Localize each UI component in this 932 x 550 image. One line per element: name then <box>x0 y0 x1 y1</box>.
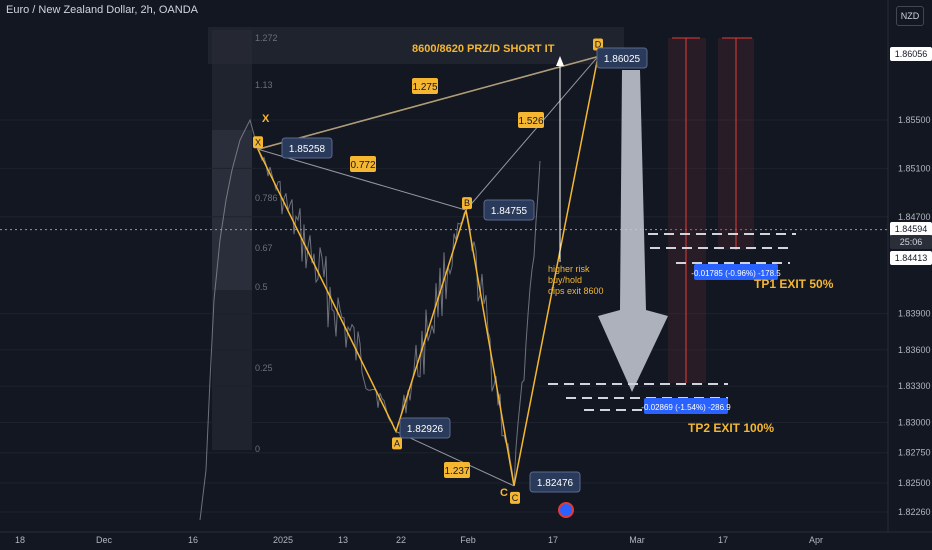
currency-button[interactable]: NZD <box>896 6 924 26</box>
pattern-point-badge <box>593 38 603 51</box>
pattern-price-box <box>529 471 581 493</box>
up-arrow-head <box>556 56 564 66</box>
price-series <box>199 118 541 521</box>
fib-level-label: 1.13 <box>255 80 273 90</box>
pattern-price-box <box>483 199 535 221</box>
fib-ratio-label: 1.275 <box>412 82 437 93</box>
symbol-title[interactable]: Euro / New Zealand Dollar, 2h, OANDA <box>6 4 198 16</box>
down-arrow <box>598 70 668 392</box>
pattern-point-badge <box>392 437 402 450</box>
price-tick: 1.83300 <box>898 381 931 391</box>
tp1-label: TP1 EXIT 50% <box>754 277 834 291</box>
pattern-price-label: 1.82476 <box>537 478 574 489</box>
price-tick: 1.82750 <box>898 448 931 458</box>
strategy-note: higher risk <box>548 264 590 274</box>
price-tick: 1.82500 <box>898 478 931 488</box>
time-tick: 2025 <box>273 535 293 545</box>
pattern-point-badge <box>253 136 263 149</box>
fib-level-label: 1.272 <box>255 33 278 43</box>
pattern-point-badge <box>462 197 472 210</box>
strategy-note: buy/hold <box>548 275 582 285</box>
price-tick: 1.83000 <box>898 417 931 427</box>
pattern-price-box <box>596 47 648 69</box>
price-tick: 1.85500 <box>898 115 931 125</box>
time-tick: 18 <box>15 535 25 545</box>
pattern-point-letter: D <box>595 39 602 49</box>
fib-level-label: 0.5 <box>255 282 268 292</box>
tp2-label: TP2 EXIT 100% <box>688 421 774 435</box>
fib-box-zone <box>212 130 252 290</box>
prz-zone <box>208 27 624 64</box>
tp-zone-1 <box>668 38 706 383</box>
time-tick: Apr <box>809 535 823 545</box>
tp1-result-box <box>694 264 778 280</box>
fib-ratio-badge <box>350 156 376 172</box>
pattern-point-letter: C <box>512 493 519 503</box>
fib-ratio-label: 1.526 <box>518 116 543 127</box>
price-tick: 1.82260 <box>898 507 931 517</box>
price-tag <box>890 235 932 249</box>
fib-ratio-badge <box>518 112 544 128</box>
time-tick: Dec <box>96 535 113 545</box>
pattern-price-label: 1.85258 <box>289 144 326 155</box>
x-extra-label: X <box>262 113 270 125</box>
tp2-result-text: -0.02869 (-1.54%) -286.9 <box>641 403 731 412</box>
price-tick: 1.83900 <box>898 309 931 319</box>
time-tick: Mar <box>629 535 645 545</box>
pattern-point-letter: B <box>464 198 470 208</box>
price-tick: 1.83600 <box>898 345 931 355</box>
c-extra-label: C <box>500 487 508 499</box>
time-tick: 13 <box>338 535 348 545</box>
pattern-price-label: 1.84755 <box>491 206 528 217</box>
price-tag <box>890 222 932 236</box>
xd-leg <box>257 55 599 150</box>
fib-ratio-badge <box>444 462 470 478</box>
bd-leg <box>465 56 599 211</box>
price-tag-label: 1.84413 <box>895 253 928 263</box>
fib-level-label: 0.786 <box>255 193 278 203</box>
pattern-point-badge <box>510 491 520 504</box>
price-tag <box>890 251 932 265</box>
price-tick: 1.85100 <box>898 163 931 173</box>
fib-ratio-label: 0.772 <box>350 160 375 171</box>
ac-leg <box>395 430 515 487</box>
fib-ratio-badge <box>412 78 438 94</box>
price-tick: 1.84700 <box>898 212 931 222</box>
pattern-price-label: 1.82926 <box>407 424 444 435</box>
strategy-note: dips exit 8600 <box>548 286 604 296</box>
prz-annotation: 8600/8620 PRZ/D SHORT IT <box>412 43 555 55</box>
price-tag-label: 25:06 <box>900 237 923 247</box>
fib-level-label: 0.67 <box>255 243 273 253</box>
time-tick: 22 <box>396 535 406 545</box>
time-tick: Feb <box>460 535 476 545</box>
time-tick: 17 <box>548 535 558 545</box>
pattern-price-box <box>399 417 451 439</box>
price-tag <box>890 47 932 61</box>
tp2-result-box <box>644 398 728 414</box>
tp1-result-text: -0.01785 (-0.96%) -178.5 <box>691 269 781 278</box>
price-tag-label: 1.86056 <box>895 49 928 59</box>
fib-level-label: 0.25 <box>255 363 273 373</box>
pattern-price-label: 1.86025 <box>604 54 641 65</box>
pattern-price-box <box>281 137 333 159</box>
price-tag-label: 1.84594 <box>895 224 928 234</box>
pattern-point-letter: X <box>255 137 261 147</box>
xb-leg <box>257 148 467 211</box>
fib-ratio-label: 1.237 <box>444 466 469 477</box>
fib-level-label: 0 <box>255 444 260 454</box>
time-tick: 17 <box>718 535 728 545</box>
event-icon <box>558 502 574 518</box>
pattern-point-letter: A <box>394 438 400 448</box>
time-tick: 16 <box>188 535 198 545</box>
